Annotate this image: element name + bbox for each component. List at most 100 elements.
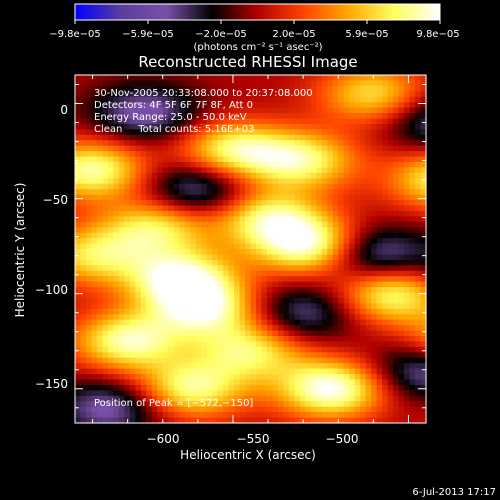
heatmap-cell <box>316 341 323 348</box>
heatmap-cell <box>371 75 378 82</box>
heatmap-cell <box>239 91 246 98</box>
heatmap-cell <box>376 85 383 92</box>
heatmap-cell <box>288 118 295 125</box>
heatmap-cell <box>168 287 175 294</box>
heatmap-cell <box>102 336 109 343</box>
heatmap-cell <box>288 319 295 326</box>
heatmap-cell <box>190 134 197 141</box>
heatmap-cell <box>184 156 191 163</box>
heatmap-cell <box>382 85 389 92</box>
heatmap-cell <box>234 281 241 288</box>
heatmap-cell <box>255 287 263 294</box>
heatmap-cell <box>360 123 367 130</box>
colorbar-tick-label: 9.8e−05 <box>416 29 459 40</box>
heatmap-cell <box>157 118 164 125</box>
heatmap-cell <box>393 102 400 109</box>
heatmap-cell <box>261 363 268 370</box>
heatmap-cell <box>305 140 312 147</box>
heatmap-cell <box>239 189 246 196</box>
heatmap-cell <box>102 205 109 212</box>
heatmap-cell <box>299 259 306 266</box>
heatmap-cell <box>96 390 104 397</box>
heatmap-cell <box>305 167 312 174</box>
heatmap-cell <box>404 102 411 109</box>
heatmap-cell <box>283 346 290 353</box>
heatmap-cell <box>124 406 131 413</box>
heatmap-cell <box>168 341 175 348</box>
heatmap-cell <box>316 270 323 277</box>
heatmap-cell <box>212 205 219 212</box>
heatmap-cell <box>245 401 252 408</box>
heatmap-cell <box>223 162 230 169</box>
heatmap-cell <box>201 118 208 125</box>
heatmap-cell <box>146 200 153 207</box>
heatmap-cell <box>234 368 241 375</box>
heatmap-cell <box>217 118 224 125</box>
heatmap-cell <box>80 303 87 310</box>
heatmap-cell <box>107 189 114 196</box>
heatmap-cell <box>272 303 279 310</box>
heatmap-cell <box>228 265 235 272</box>
heatmap-cell <box>321 281 328 288</box>
heatmap-cell <box>343 102 350 109</box>
heatmap-cell <box>382 178 389 185</box>
heatmap-cell <box>255 232 263 239</box>
heatmap-cell <box>195 145 202 152</box>
heatmap-cell <box>239 368 246 375</box>
heatmap-cell <box>151 85 158 92</box>
heatmap-cell <box>376 205 383 212</box>
heatmap-cell <box>283 216 290 223</box>
heatmap-cell <box>371 384 378 391</box>
heatmap-cell <box>415 346 422 353</box>
heatmap-cell <box>157 107 164 114</box>
heatmap-cell <box>283 265 290 272</box>
heatmap-cell <box>360 194 367 201</box>
heatmap-cell <box>168 395 175 402</box>
heatmap-cell <box>277 330 284 337</box>
heatmap-cell <box>261 107 268 114</box>
heatmap-cell <box>135 167 142 174</box>
heatmap-cell <box>146 91 153 98</box>
heatmap-cell <box>113 374 120 381</box>
heatmap-cell <box>393 113 400 120</box>
heatmap-cell <box>294 189 301 196</box>
heatmap-cell <box>398 406 405 413</box>
heatmap-cell <box>190 319 197 326</box>
heatmap-cell <box>184 118 191 125</box>
heatmap-cell <box>107 107 114 114</box>
heatmap-cell <box>190 297 197 304</box>
heatmap-cell <box>376 227 383 234</box>
heatmap-cell <box>102 357 109 364</box>
heatmap-cell <box>299 276 306 283</box>
heatmap-cell <box>146 238 153 245</box>
heatmap-cell <box>245 156 252 163</box>
heatmap-cell <box>343 314 350 321</box>
heatmap-cell <box>228 162 235 169</box>
heatmap-cell <box>212 216 219 223</box>
heatmap-cell <box>80 134 87 141</box>
heatmap-cell <box>343 395 350 402</box>
heatmap-cell <box>332 172 339 179</box>
heatmap-cell <box>354 243 361 250</box>
heatmap-cell <box>173 379 180 386</box>
heatmap-cell <box>393 151 400 158</box>
heatmap-cell <box>195 368 202 375</box>
heatmap-cell <box>223 183 230 190</box>
heatmap-cell <box>173 406 180 413</box>
heatmap-cell <box>75 297 82 304</box>
heatmap-cell <box>327 308 334 315</box>
heatmap-cell <box>75 129 82 136</box>
heatmap-cell <box>135 401 142 408</box>
heatmap-cell <box>365 308 372 315</box>
heatmap-cell <box>223 107 230 114</box>
heatmap-cell <box>96 80 104 87</box>
heatmap-cell <box>184 401 191 408</box>
heatmap-cell <box>305 357 312 364</box>
heatmap-cell <box>404 417 411 424</box>
heatmap-cell <box>129 384 136 391</box>
heatmap-cell <box>305 96 312 103</box>
heatmap-cell <box>360 134 367 141</box>
heatmap-cell <box>96 368 104 375</box>
heatmap-cell <box>129 395 136 402</box>
heatmap-cell <box>228 178 235 185</box>
